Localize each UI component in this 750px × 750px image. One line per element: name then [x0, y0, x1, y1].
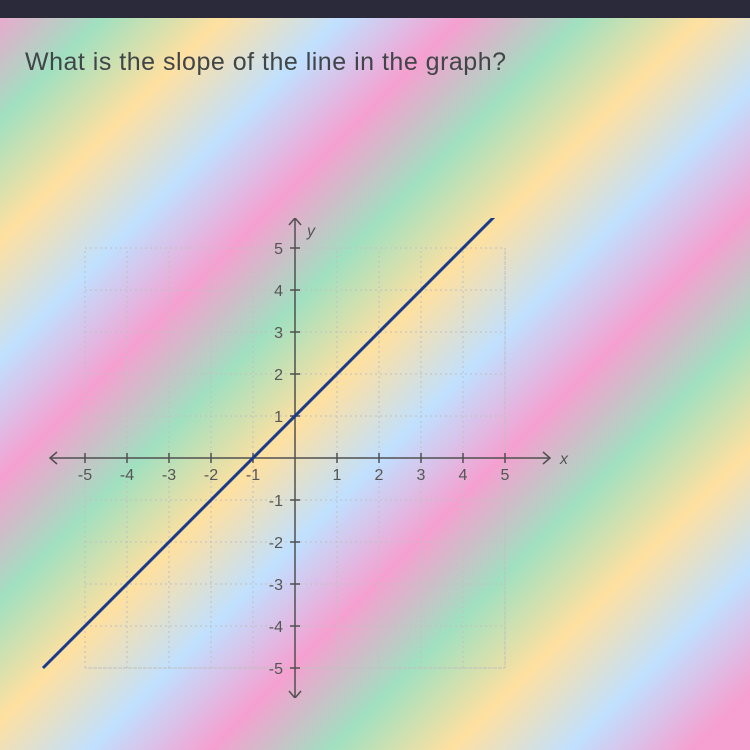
- svg-text:-5: -5: [269, 661, 283, 678]
- svg-text:-4: -4: [269, 619, 283, 636]
- svg-text:5: 5: [501, 467, 510, 484]
- svg-text:-3: -3: [269, 577, 283, 594]
- content-area: What is the slope of the line in the gra…: [0, 18, 750, 107]
- svg-text:1: 1: [333, 467, 342, 484]
- svg-text:-5: -5: [78, 467, 92, 484]
- svg-text:3: 3: [417, 467, 426, 484]
- tick-labels: -5 -4 -3 -2 -1 1 2 3 4 5 -5 -4 -3 -2 -1 1 2 3 4 5: [78, 241, 510, 678]
- svg-text:-1: -1: [246, 467, 260, 484]
- question-text: What is the slope of the line in the gra…: [25, 48, 725, 77]
- svg-text:-4: -4: [120, 467, 134, 484]
- svg-text:-3: -3: [162, 467, 176, 484]
- svg-text:3: 3: [274, 325, 283, 342]
- svg-text:1: 1: [274, 409, 283, 426]
- svg-text:4: 4: [274, 283, 283, 300]
- svg-text:2: 2: [375, 467, 384, 484]
- svg-text:5: 5: [274, 241, 283, 258]
- window-top-bar: [0, 0, 750, 18]
- svg-text:-2: -2: [204, 467, 218, 484]
- y-axis-label: y: [306, 223, 316, 240]
- coordinate-graph: -5 -4 -3 -2 -1 1 2 3 4 5 -5 -4 -3 -2 -1 1 2 3 4 5 x y: [15, 218, 575, 698]
- svg-text:-1: -1: [269, 493, 283, 510]
- svg-text:-2: -2: [269, 535, 283, 552]
- svg-text:2: 2: [274, 367, 283, 384]
- x-axis-label: x: [559, 451, 569, 468]
- chart-svg: -5 -4 -3 -2 -1 1 2 3 4 5 -5 -4 -3 -2 -1 1 2 3 4 5 x y: [15, 218, 575, 698]
- svg-text:4: 4: [459, 467, 468, 484]
